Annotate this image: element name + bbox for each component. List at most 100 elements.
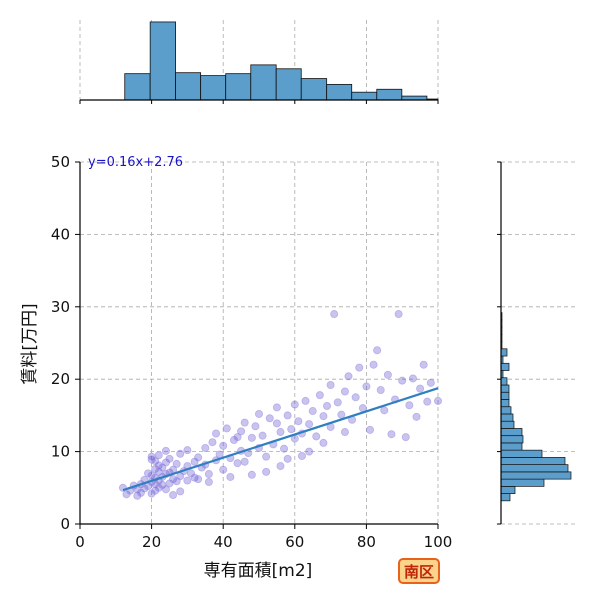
scatter-point (233, 433, 242, 442)
scatter-point (258, 431, 267, 440)
scatter-point (276, 462, 285, 471)
scatter-point (308, 407, 317, 416)
scatter-point (301, 396, 310, 405)
scatter-point (247, 470, 256, 479)
histogram-bar (500, 384, 510, 393)
scatter-point (355, 363, 364, 372)
histogram-bar (500, 420, 515, 429)
x-tick-label: 100 (424, 533, 453, 551)
histogram-bar (500, 442, 523, 451)
histogram-bar (500, 399, 510, 408)
histogram-bar (250, 64, 277, 101)
top-histogram (79, 20, 439, 104)
regression-line (122, 387, 439, 492)
histogram-bar (500, 457, 566, 465)
histogram-bar (500, 464, 569, 473)
scatter-point (412, 412, 421, 421)
histogram-bar (500, 449, 543, 458)
main-scatter-plot: 0 20 40 60 80 100 0 10 20 30 40 50 (51, 153, 452, 551)
scatter-point (416, 384, 425, 393)
histogram-bar (200, 75, 227, 101)
histogram-bar (300, 78, 328, 101)
scatter-point (373, 346, 382, 355)
scatter-point (165, 454, 174, 463)
y-tick-label: 30 (51, 298, 70, 316)
scatter-point (176, 449, 185, 458)
scatter-point (387, 430, 396, 439)
scatter-point (240, 457, 249, 466)
scatter-point (433, 396, 442, 405)
scatter-point (276, 428, 285, 437)
scatter-point (280, 444, 289, 453)
x-tick-label: 60 (285, 533, 304, 551)
scatter-point (183, 446, 192, 455)
scatter-point (383, 370, 392, 379)
x-tick-label: 40 (214, 533, 233, 551)
scatter-point (365, 425, 374, 434)
histogram-bar (275, 68, 302, 101)
histogram-bar (500, 486, 516, 494)
scatter-point (222, 424, 231, 433)
histogram-bar (225, 73, 252, 101)
y-tick-label: 0 (60, 515, 70, 533)
scatter-point (219, 465, 228, 474)
scatter-point (305, 420, 314, 429)
scatter-point (183, 476, 192, 485)
district-badge: 南区 (398, 558, 440, 584)
scatter-point (194, 453, 203, 462)
scatter-point (323, 401, 332, 410)
y-tick-label: 20 (51, 370, 70, 388)
scatter-point (254, 409, 263, 418)
scatter-point (319, 412, 328, 421)
scatter-point (394, 310, 403, 319)
scatter-point (398, 376, 407, 385)
scatter-point (240, 418, 249, 427)
histogram-bar (500, 406, 512, 415)
scatter-point (340, 387, 349, 396)
histogram-bar (124, 73, 151, 101)
scatter-point (297, 451, 306, 460)
scatter-point (294, 417, 303, 426)
scatter-point (423, 397, 432, 406)
regression-equation: y=0.16x+2.76 (88, 155, 183, 170)
scatter-point (426, 378, 435, 387)
histogram-bar (351, 91, 378, 101)
scatter-point (262, 467, 271, 476)
scatter-point (176, 487, 185, 496)
y-tick-label: 10 (51, 443, 70, 461)
scatter-point (161, 446, 170, 455)
scatter-point (380, 406, 389, 415)
scatter-point (265, 414, 274, 423)
histogram-bar (500, 428, 523, 437)
scatter-point (305, 447, 314, 456)
x-tick-label: 80 (357, 533, 376, 551)
scatter-point (172, 459, 181, 468)
scatter-point (212, 429, 221, 438)
histogram-bar (500, 478, 545, 487)
histogram-bar (149, 21, 176, 101)
scatter-point (330, 310, 339, 319)
scatter-point (290, 400, 299, 409)
scatter-point (226, 472, 235, 481)
histogram-bar (500, 413, 514, 422)
scatter-point (154, 451, 163, 460)
scatter-point (419, 360, 428, 369)
y-axis-label: 賃料[万円] (20, 303, 40, 384)
scatter-point (201, 443, 210, 452)
histogram-bar (376, 88, 403, 101)
scatter-point (283, 454, 292, 463)
scatter-point (208, 438, 217, 447)
scatter-point (344, 372, 353, 381)
scatter-point (369, 360, 378, 369)
scatter-point (283, 411, 292, 420)
y-tick-label: 50 (51, 153, 70, 171)
scatter-point (233, 459, 242, 468)
scatter-point (337, 410, 346, 419)
histogram-bar (500, 435, 524, 444)
scatter-point (237, 427, 246, 436)
scatter-point (247, 433, 256, 442)
scatter-point (272, 419, 281, 428)
scatter-point (204, 478, 213, 487)
